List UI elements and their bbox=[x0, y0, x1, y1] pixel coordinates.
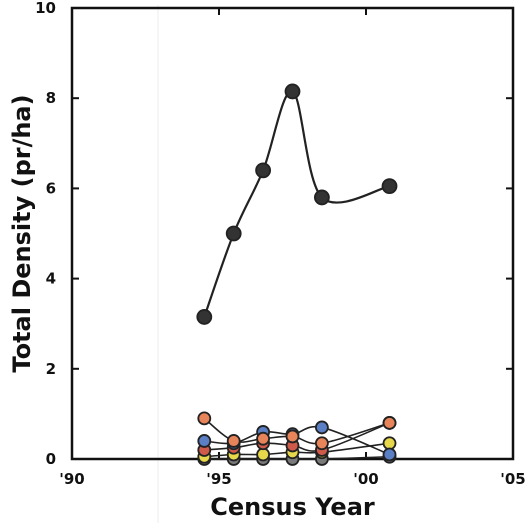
data-point bbox=[285, 429, 300, 444]
data-point bbox=[197, 411, 212, 426]
data-point bbox=[256, 447, 271, 462]
y-tick-label: 8 bbox=[46, 89, 56, 107]
data-point bbox=[256, 431, 271, 446]
data-point bbox=[313, 189, 330, 206]
x-tick-label: '05 bbox=[500, 470, 525, 488]
data-point bbox=[255, 162, 272, 179]
y-tick-label: 2 bbox=[46, 360, 56, 378]
y-tick-label: 10 bbox=[35, 0, 56, 17]
y-tick-label: 0 bbox=[46, 450, 56, 468]
x-tick-label: '95 bbox=[206, 470, 231, 488]
series-line bbox=[203, 90, 390, 318]
data-point bbox=[382, 416, 397, 430]
data-point bbox=[314, 436, 329, 451]
data-point bbox=[225, 225, 242, 242]
data-point bbox=[226, 434, 241, 448]
data-point bbox=[284, 83, 301, 100]
series-1 bbox=[196, 83, 398, 325]
data-point bbox=[314, 420, 329, 435]
data-point bbox=[196, 309, 213, 325]
series-2 bbox=[197, 411, 397, 451]
data-point bbox=[382, 447, 397, 462]
data-point bbox=[197, 434, 212, 448]
axes: 0 2 4 6 8 10 '90 '95 '00 '05 bbox=[35, 0, 526, 488]
data-point bbox=[382, 436, 397, 451]
y-tick-label: 4 bbox=[46, 270, 56, 288]
y-axis-title: Total Density (pr/ha) bbox=[8, 94, 36, 372]
plot-frame bbox=[70, 6, 515, 461]
y-tick-label: 6 bbox=[46, 179, 56, 197]
x-tick-label: '90 bbox=[59, 470, 84, 488]
series-layer bbox=[196, 83, 398, 466]
x-axis-title: Census Year bbox=[210, 493, 375, 521]
data-point bbox=[381, 178, 398, 195]
x-tick-label: '00 bbox=[353, 470, 378, 488]
